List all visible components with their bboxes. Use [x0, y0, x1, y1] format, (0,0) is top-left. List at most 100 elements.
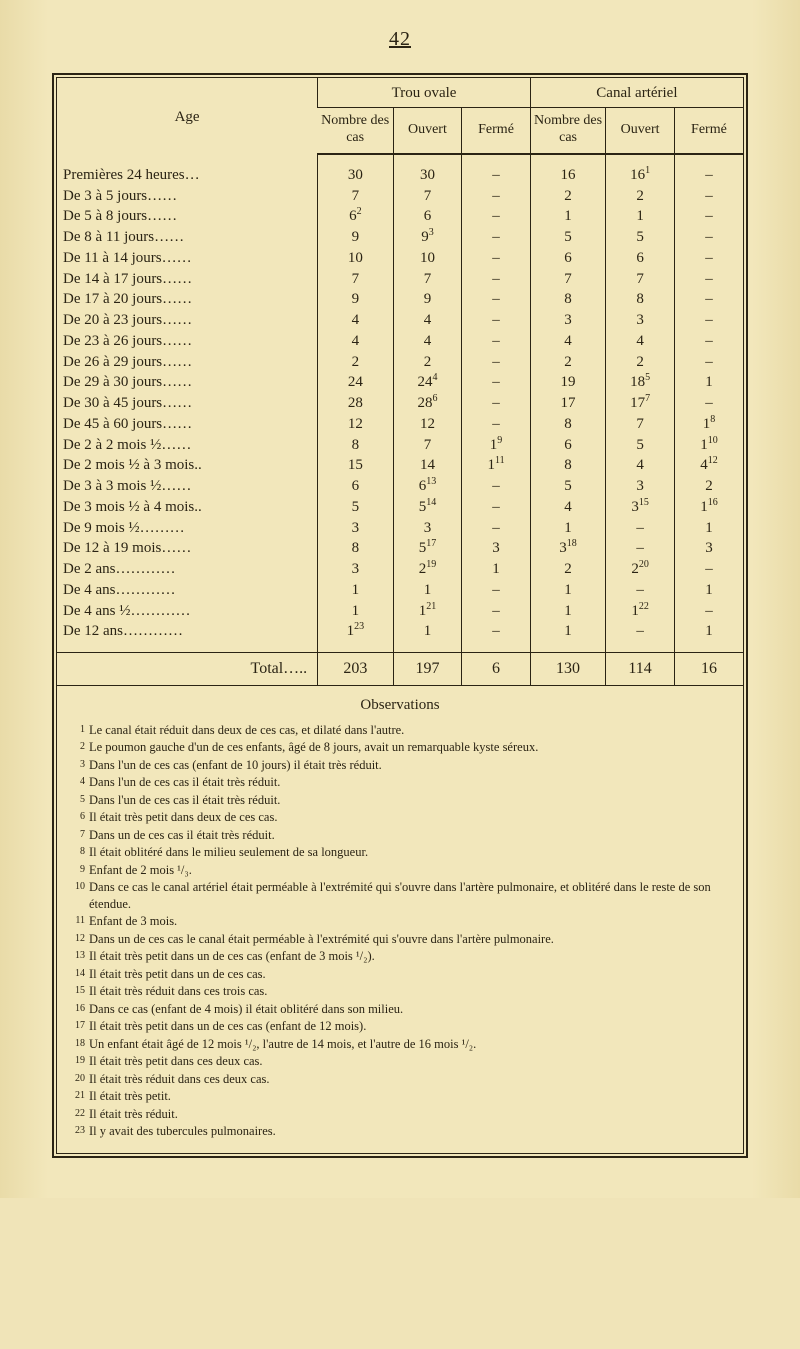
observation-number: 2: [67, 739, 89, 752]
observation-text: Dans l'un de ces cas il était très rédui…: [89, 792, 733, 809]
observation-item: 8Il était oblitéré dans le milieu seulem…: [67, 844, 733, 861]
table-row-total: Total…..203197613011416: [57, 653, 743, 686]
observation-number: 15: [67, 983, 89, 996]
table-cell: 10: [318, 248, 393, 269]
table-cell: 1: [318, 601, 393, 622]
observation-item: 5Dans l'un de ces cas il était très rédu…: [67, 792, 733, 809]
observation-text: Dans l'un de ces cas (enfant de 10 jours…: [89, 757, 733, 774]
col-sub: Ouvert: [606, 107, 675, 154]
table-cell: 7: [606, 269, 675, 290]
table-cell: 5: [606, 227, 675, 248]
table-cell: –: [462, 476, 531, 497]
table-row: De 17 à 20 jours……99–88–: [57, 289, 743, 310]
table-outer-frame: Age Trou ovale Canal artériel Nombre des…: [52, 73, 748, 1158]
table-cell: 1: [462, 559, 531, 580]
table-cell: 16: [674, 653, 743, 686]
table-cell: 1: [674, 518, 743, 539]
observation-number: 12: [67, 931, 89, 944]
table-row: De 2 à 2 mois ½……871965110: [57, 435, 743, 456]
observation-number: 19: [67, 1053, 89, 1066]
table-cell: 517: [393, 538, 462, 559]
table-cell: 2: [606, 352, 675, 373]
table-cell: –: [462, 497, 531, 518]
observation-text: Le canal était réduit dans deux de ces c…: [89, 722, 733, 739]
observations-title: Observations: [67, 696, 733, 716]
observation-number: 8: [67, 844, 89, 857]
table-cell: –: [674, 310, 743, 331]
age-cell: De 30 à 45 jours……: [57, 393, 318, 414]
table-cell: 1: [530, 621, 605, 642]
observation-number: 4: [67, 774, 89, 787]
age-cell: De 4 ans…………: [57, 580, 318, 601]
col-age: Age: [57, 78, 318, 154]
table-cell: –: [462, 206, 531, 227]
table-cell: –: [462, 289, 531, 310]
observation-number: 5: [67, 792, 89, 805]
observation-item: 20Il était très réduit dans ces deux cas…: [67, 1071, 733, 1088]
table-cell: 1: [674, 580, 743, 601]
observation-text: Dans un de ces cas le canal était perméa…: [89, 931, 733, 948]
table-cell: 1: [606, 206, 675, 227]
observation-item: 21Il était très petit.: [67, 1088, 733, 1105]
observation-item: 6Il était très petit dans deux de ces ca…: [67, 809, 733, 826]
observation-item: 3Dans l'un de ces cas (enfant de 10 jour…: [67, 757, 733, 774]
observation-item: 14Il était très petit dans un de ces cas…: [67, 966, 733, 983]
table-cell: 219: [393, 559, 462, 580]
table-cell: 1: [674, 621, 743, 642]
table-cell: 17: [530, 393, 605, 414]
observation-text: Enfant de 3 mois.: [89, 913, 733, 930]
table-cell: 3: [462, 538, 531, 559]
observation-text: Il était très réduit dans ces trois cas.: [89, 983, 733, 1000]
observation-number: 18: [67, 1036, 89, 1049]
observation-text: Un enfant était âgé de 12 mois ¹/₂, l'au…: [89, 1036, 733, 1053]
table-cell: –: [462, 601, 531, 622]
table-cell: 2: [606, 186, 675, 207]
observation-number: 11: [67, 913, 89, 926]
col-sub: Nombre des cas: [318, 107, 393, 154]
table-cell: 2: [393, 352, 462, 373]
table-cell: 6: [393, 206, 462, 227]
table-row: De 23 à 26 jours……44–44–: [57, 331, 743, 352]
table-row: De 8 à 11 jours……993–55–: [57, 227, 743, 248]
observation-text: Il y avait des tubercules pulmonaires.: [89, 1123, 733, 1140]
age-cell: De 26 à 29 jours……: [57, 352, 318, 373]
table-cell: 8: [318, 435, 393, 456]
table-cell: 3: [606, 476, 675, 497]
table-cell: 114: [606, 653, 675, 686]
table-cell: 1: [674, 372, 743, 393]
observation-number: 6: [67, 809, 89, 822]
table-cell: 93: [393, 227, 462, 248]
table-cell: 177: [606, 393, 675, 414]
table-cell: 315: [606, 497, 675, 518]
observations-list: 1Le canal était réduit dans deux de ces …: [67, 722, 733, 1140]
table-row: De 2 ans…………321912220–: [57, 559, 743, 580]
age-cell: De 12 ans…………: [57, 621, 318, 642]
table-cell: 12: [393, 414, 462, 435]
table-cell: –: [462, 269, 531, 290]
table-cell: 1: [530, 518, 605, 539]
age-cell: De 20 à 23 jours……: [57, 310, 318, 331]
table-cell: 244: [393, 372, 462, 393]
observation-text: Le poumon gauche d'un de ces enfants, âg…: [89, 739, 733, 756]
observation-text: Dans ce cas (enfant de 4 mois) il était …: [89, 1001, 733, 1018]
table-cell: –: [462, 393, 531, 414]
observation-number: 7: [67, 827, 89, 840]
table-cell: 130: [530, 653, 605, 686]
observation-text: Il était très petit dans ces deux cas.: [89, 1053, 733, 1070]
observation-item: 19Il était très petit dans ces deux cas.: [67, 1053, 733, 1070]
table-cell: 7: [530, 269, 605, 290]
table-cell: –: [462, 352, 531, 373]
table-cell: 121: [393, 601, 462, 622]
table-cell: 4: [606, 455, 675, 476]
col-sub: Fermé: [462, 107, 531, 154]
table-row: De 5 à 8 jours……626–11–: [57, 206, 743, 227]
table-cell: 1: [393, 580, 462, 601]
table-cell: 110: [674, 435, 743, 456]
table-cell: 2: [318, 352, 393, 373]
table-cell: –: [674, 186, 743, 207]
table-cell: 4: [530, 497, 605, 518]
table-cell: 6: [462, 653, 531, 686]
table-cell: 613: [393, 476, 462, 497]
table-cell: 111: [462, 455, 531, 476]
col-group-canal-arteriel: Canal artériel: [530, 78, 743, 107]
